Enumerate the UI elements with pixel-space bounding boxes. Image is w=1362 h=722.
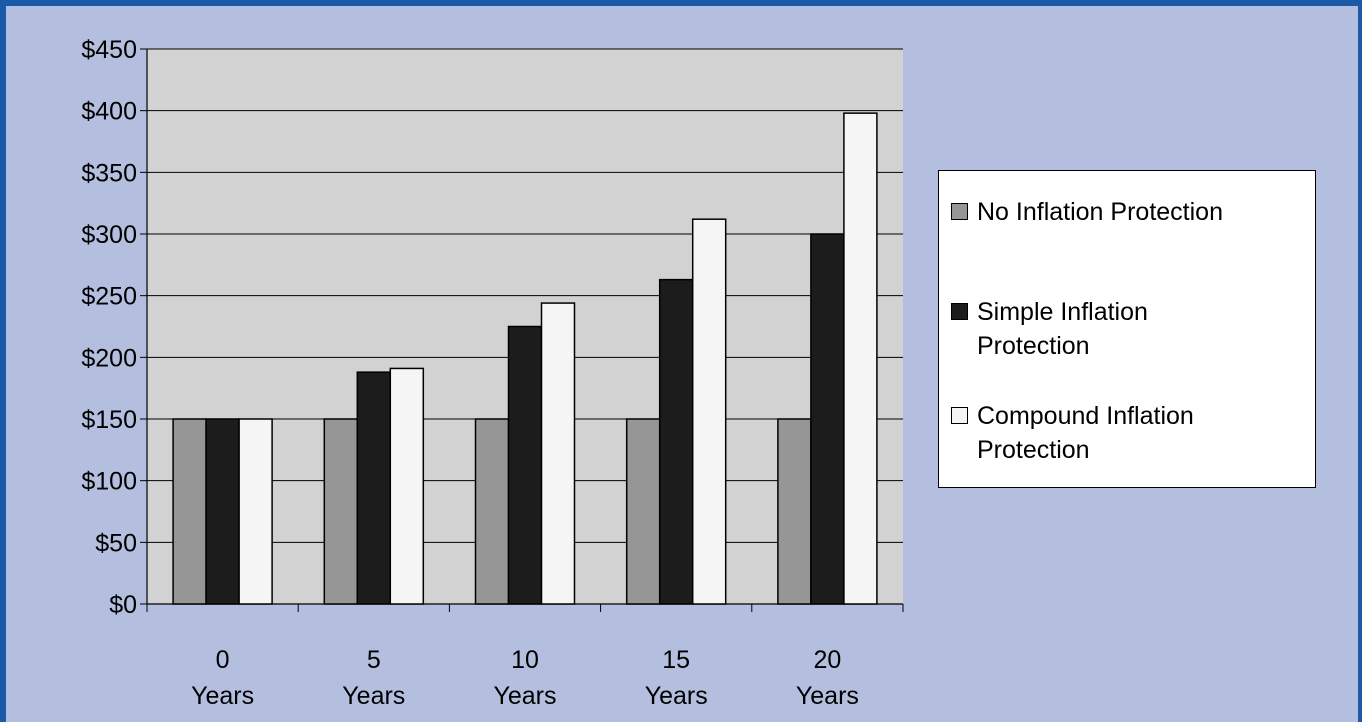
- y-tick-label: $0: [109, 591, 137, 619]
- x-tick-label: 15: [662, 646, 690, 674]
- legend-label-no-inflation: No Inflation Protection: [977, 198, 1223, 226]
- x-tick-label: Years: [342, 682, 405, 710]
- bar: [777, 418, 812, 605]
- legend-item-no-inflation: No Inflation Protection: [951, 195, 1307, 229]
- legend-swatch-compound-inflation: [951, 407, 968, 424]
- y-tick-label: $300: [81, 221, 137, 249]
- chart-legend: No Inflation Protection Simple Inflation…: [938, 170, 1316, 488]
- x-tick-label: 20: [813, 646, 841, 674]
- bar: [691, 218, 727, 605]
- bar: [810, 233, 845, 605]
- bar: [540, 302, 576, 605]
- y-tick-label: $350: [81, 159, 137, 187]
- bar: [323, 418, 359, 605]
- y-tick-label: $150: [81, 406, 137, 434]
- x-tick-label: 0: [216, 646, 230, 674]
- y-tick-label: $50: [95, 529, 137, 557]
- y-tick-label: $400: [81, 98, 137, 126]
- bar: [238, 418, 273, 605]
- legend-swatch-simple-inflation: [951, 303, 968, 320]
- bar: [658, 278, 694, 605]
- bar: [625, 418, 661, 605]
- legend-item-compound-inflation: Compound Inflation Protection: [951, 399, 1297, 467]
- bar: [507, 325, 543, 605]
- x-tick-label: Years: [796, 682, 859, 710]
- x-tick-label: 10: [511, 646, 539, 674]
- bar: [474, 418, 510, 605]
- legend-swatch-no-inflation: [951, 203, 968, 220]
- x-tick-label: Years: [191, 682, 254, 710]
- x-tick-label: 5: [367, 646, 381, 674]
- legend-label-compound-inflation: Compound Inflation Protection: [977, 402, 1194, 464]
- legend-item-simple-inflation: Simple Inflation Protection: [951, 295, 1227, 363]
- bar: [205, 418, 240, 605]
- bar: [389, 367, 425, 605]
- x-tick-label: Years: [493, 682, 556, 710]
- y-tick-label: $100: [81, 468, 137, 496]
- bar: [843, 112, 878, 605]
- bar: [172, 418, 207, 605]
- legend-label-simple-inflation: Simple Inflation Protection: [977, 298, 1148, 360]
- y-tick-label: $200: [81, 344, 137, 372]
- bar: [356, 371, 392, 605]
- y-tick-label: $450: [81, 36, 137, 64]
- bar-chart: $0 $50 $100 $150 $200 $250 $300 $350 $400 $450 0 Ye…: [81, 36, 904, 710]
- x-tick-label: Years: [645, 682, 708, 710]
- y-tick-label: $250: [81, 283, 137, 311]
